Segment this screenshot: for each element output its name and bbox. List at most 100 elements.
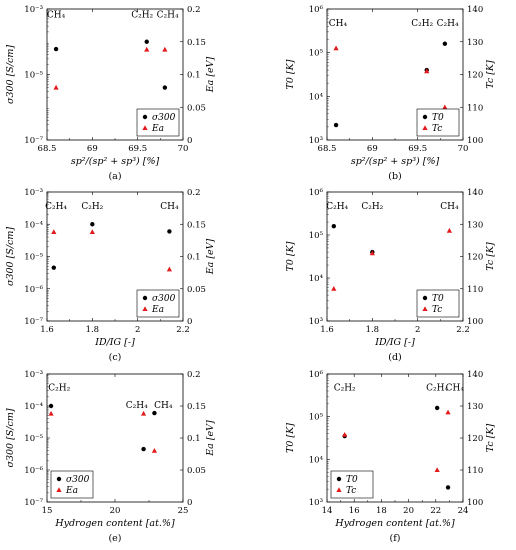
y-left-tick-label: 10⁻⁴: [24, 402, 43, 412]
y-right-tick-label: 110: [467, 285, 483, 295]
x-tick-label: 69.5: [128, 144, 147, 154]
y-right-tick-label: 0.05: [187, 466, 206, 476]
x-tick-label: 68.5: [318, 144, 337, 154]
y-left-axis-label: T0 [K]: [285, 423, 296, 453]
y-left-tick-label: 10⁴: [309, 92, 324, 102]
legend-marker-circle: [422, 114, 428, 120]
legend-marker-circle: [142, 295, 148, 301]
panel-label: (d): [388, 352, 402, 363]
data-point-0-2: [162, 85, 168, 90]
chart-panel-2: 68.5 69 69.5 70 10³ 10⁴ 10⁵ 10⁶ 100 110 120 130 140 s…: [285, 5, 496, 182]
gas-annotation: CH₄: [446, 384, 465, 394]
legend-marker-circle: [142, 114, 148, 120]
gas-annotation: C₂H₂: [131, 11, 153, 21]
x-tick-label: 1.8: [366, 325, 380, 335]
panel-label: (e): [108, 533, 121, 544]
data-point-1-0: [53, 84, 59, 90]
data-point-1-1: [369, 250, 375, 256]
data-point-0-0: [53, 46, 59, 52]
x-tick-label: 1.6: [320, 325, 334, 335]
legend-marker-triangle: [142, 306, 148, 311]
legend-entry: Tc: [432, 305, 442, 315]
legend-marker-circle: [336, 476, 342, 482]
y-left-tick-label: 10³: [309, 136, 323, 146]
y-left-tick-label: 10⁶: [309, 188, 324, 198]
data-point-1-2: [445, 409, 451, 415]
x-tick-label: 69.5: [408, 144, 427, 154]
data-point-0-2: [445, 485, 451, 490]
x-tick-label: 2: [135, 325, 140, 335]
data-point-1-2: [166, 266, 172, 272]
data-point-0-1: [141, 446, 146, 452]
legend-marker-triangle: [422, 125, 428, 130]
x-axis-label: sp²/(sp² + sp³) [%]: [351, 156, 440, 167]
data-point-1-0: [333, 45, 339, 51]
y-left-tick-label: 10⁻³: [24, 188, 43, 198]
y-right-tick-label: 100: [467, 498, 483, 508]
legend-entry: σ300: [152, 113, 176, 123]
x-tick-label: 1.8: [86, 325, 100, 335]
gas-annotation: CH₄: [160, 202, 179, 212]
x-axis-label: ID/IG [-]: [94, 337, 135, 348]
y-right-tick-label: 140: [467, 5, 483, 15]
y-left-tick-label: 10⁻⁵: [24, 253, 43, 263]
y-left-tick-label: 10⁶: [309, 5, 324, 15]
y-left-axis-label: T0 [K]: [285, 241, 296, 271]
x-tick-label: 70: [458, 144, 469, 154]
legend-box: [136, 108, 180, 137]
legend-marker-triangle: [142, 125, 148, 130]
panel-label: (c): [109, 352, 122, 363]
legend-marker-triangle: [336, 487, 342, 492]
x-axis-label: sp²/(sp² + sp³) [%]: [71, 156, 160, 167]
gas-annotation: C₂H₄: [437, 19, 459, 29]
y-right-tick-label: 100: [467, 136, 483, 146]
y-right-tick-label: 0.2: [187, 188, 201, 198]
y-left-axis-label: σ300 [S/cm]: [5, 408, 16, 467]
data-point-0-0: [331, 224, 336, 229]
x-tick-label: 69: [87, 144, 98, 154]
y-right-tick-label: 110: [467, 466, 483, 476]
data-point-1-0: [51, 229, 57, 234]
gas-annotation: C₂H₂: [81, 202, 103, 212]
y-left-tick-label: 10⁻³: [24, 5, 43, 15]
y-right-tick-label: 0.15: [187, 220, 206, 230]
y-left-tick-label: 10³: [309, 317, 323, 327]
data-point-1-2: [442, 104, 448, 110]
data-point-0-1: [90, 222, 95, 227]
y-right-axis-label: Tc [K]: [485, 60, 496, 89]
x-axis-label: Hydrogen content [at.%]: [334, 518, 455, 529]
y-right-axis-label: Ea [eV]: [205, 420, 216, 457]
y-right-tick-label: 0.05: [187, 103, 206, 113]
data-point-1-1: [434, 467, 440, 472]
data-point-1-0: [48, 410, 54, 416]
y-right-tick-label: 130: [467, 402, 483, 412]
y-right-tick-label: 0: [187, 317, 192, 327]
data-point-0-0: [51, 265, 56, 270]
y-left-tick-label: 10⁵: [309, 231, 324, 241]
y-left-tick-label: 10⁶: [309, 370, 324, 380]
chart-panel-5: 15 20 25 10⁻⁷ 10⁻⁶ 10⁻⁵ 10⁻⁴ 10⁻³ 0 0.05 0.1 0.15 0.…: [5, 370, 216, 544]
legend-entry: T0: [432, 294, 444, 304]
x-tick-label: 2.2: [456, 325, 470, 335]
chart-panel-1: 68.5 69 69.5 70 10⁻⁷ 10⁻⁵ 10⁻³ 0 0.05 0.1 0.15 0.2 s…: [5, 5, 216, 182]
y-left-axis-label: T0 [K]: [285, 59, 296, 89]
x-tick-label: 16: [349, 506, 360, 516]
gas-annotation: CH₄: [154, 401, 173, 411]
data-point-1-0: [331, 285, 337, 291]
chart-panel-4: 1.6 1.8 2 2.2 10³ 10⁴ 10⁵ 10⁶ 100 110 120 130 140 ID/…: [285, 188, 496, 363]
legend-entry: Tc: [432, 124, 442, 134]
x-tick-label: 15: [42, 506, 53, 516]
data-point-0-1: [434, 405, 440, 411]
gas-annotation: C₂H₄: [45, 202, 67, 212]
chart-panel-6: 14 16 18 20 22 24 10³ 10⁴ 10⁵ 10⁶ 100 110 120 130 140 H…: [285, 370, 496, 544]
y-right-tick-label: 110: [467, 103, 483, 113]
data-point-0-2: [152, 410, 157, 416]
gas-annotation: C₂H₂: [48, 384, 70, 394]
legend-marker-triangle: [56, 487, 62, 492]
y-right-axis-label: Ea [eV]: [205, 238, 216, 275]
